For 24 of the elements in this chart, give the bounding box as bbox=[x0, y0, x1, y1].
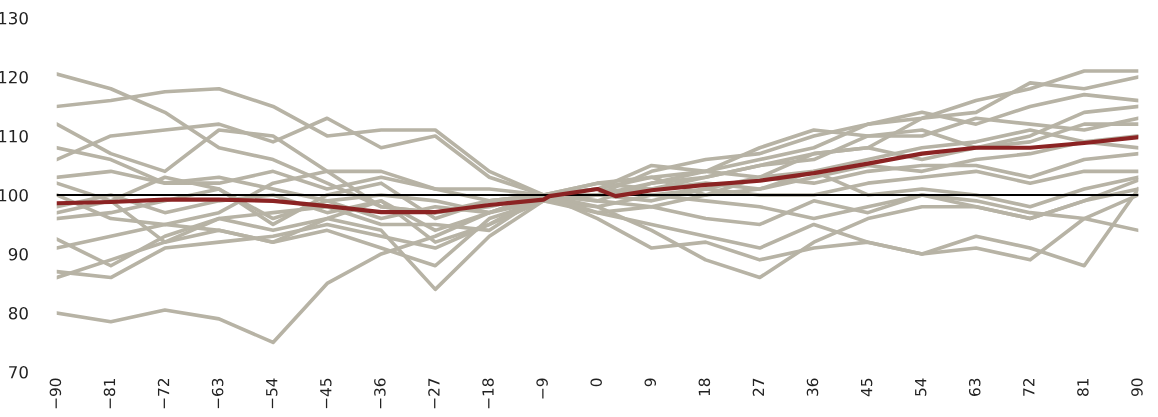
x-tick-label: 54 bbox=[915, 378, 927, 396]
x-tick-label: 18 bbox=[698, 378, 711, 396]
x-tick-label: −90 bbox=[49, 378, 62, 409]
x-tick-label: 81 bbox=[1077, 378, 1089, 396]
x-tick-label: 45 bbox=[861, 378, 873, 397]
x-tick-label: 9 bbox=[644, 378, 657, 387]
x-tick-label: −9 bbox=[536, 378, 548, 399]
x-tick-label: 63 bbox=[968, 378, 981, 396]
x-tick-label: −54 bbox=[266, 378, 278, 409]
x-tick-label: 90 bbox=[1131, 378, 1143, 396]
x-tick-label: −72 bbox=[157, 379, 170, 409]
y-tick-label: 70 bbox=[9, 365, 28, 379]
x-tick-label: −18 bbox=[482, 378, 494, 409]
y-tick-label: 90 bbox=[8, 247, 28, 261]
y-tick-label: 80 bbox=[8, 306, 28, 320]
x-tick-label: 72 bbox=[1023, 379, 1035, 396]
x-tick-label: 36 bbox=[806, 378, 819, 396]
x-tick-label: −81 bbox=[103, 378, 116, 409]
x-tick-label: −27 bbox=[428, 378, 440, 409]
x-tick-label: 27 bbox=[752, 378, 764, 396]
x-tick-label: 0 bbox=[590, 378, 602, 387]
x-tick-label: −45 bbox=[320, 378, 332, 409]
x-tick-label: −36 bbox=[374, 378, 386, 409]
x-tick-label: −63 bbox=[211, 378, 224, 409]
